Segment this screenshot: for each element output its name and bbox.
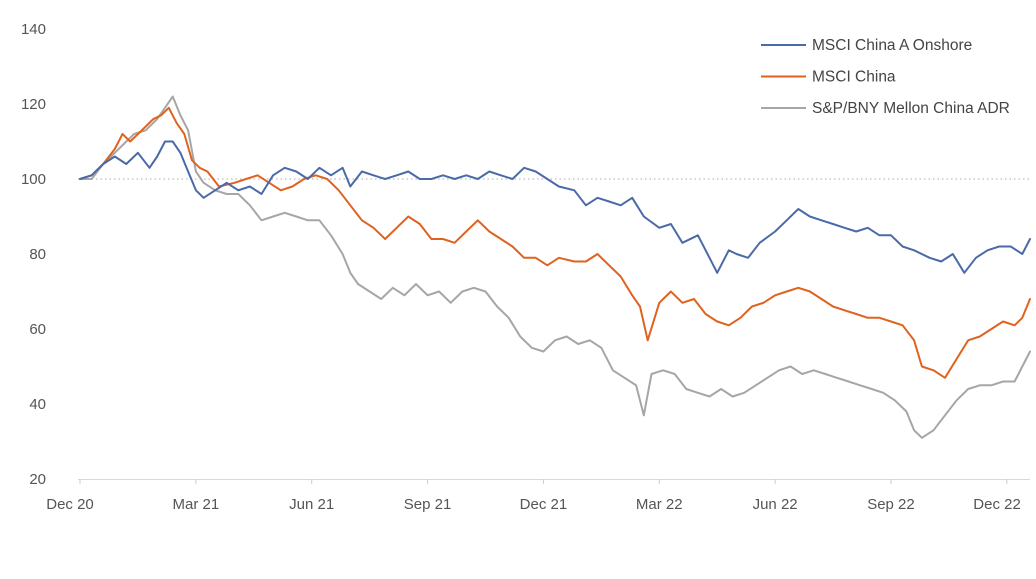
legend-label: MSCI China xyxy=(812,69,896,86)
series-line-1 xyxy=(79,106,1031,379)
x-tick-label: Jun 22 xyxy=(753,496,798,513)
x-tick-label: Mar 22 xyxy=(636,496,683,513)
x-tick-label: Sep 21 xyxy=(404,496,452,513)
series-lines xyxy=(79,95,1031,439)
y-tick-labels: 20 40 60 80 100 120 140 xyxy=(21,21,46,488)
x-tick-label: Dec 20 xyxy=(46,496,94,513)
x-tick-labels: Dec 20 Mar 21 Jun 21 Sep 21 Dec 21 Mar 22 Jun … xyxy=(46,496,1021,513)
y-tick-label: 60 xyxy=(29,321,46,338)
y-tick-label: 100 xyxy=(21,171,46,188)
y-tick-label: 20 xyxy=(29,471,46,488)
y-tick-label: 80 xyxy=(29,246,46,263)
legend: MSCI China A Onshore MSCI China S&P/BNY Me… xyxy=(761,37,1010,117)
y-tick-label: 120 xyxy=(21,96,46,113)
x-tick-label: Jun 21 xyxy=(289,496,334,513)
legend-label: S&P/BNY Mellon China ADR xyxy=(812,100,1010,117)
x-tick-label: Sep 22 xyxy=(867,496,915,513)
y-tick-label: 40 xyxy=(29,396,46,413)
x-tick-marks xyxy=(79,479,1008,484)
x-tick-label: Dec 22 xyxy=(973,496,1021,513)
legend-label: MSCI China A Onshore xyxy=(812,37,972,54)
series-line-2 xyxy=(79,95,1031,439)
series-line-0 xyxy=(79,140,1031,274)
x-tick-label: Mar 21 xyxy=(173,496,220,513)
y-tick-label: 140 xyxy=(21,21,46,38)
x-tick-label: Dec 21 xyxy=(520,496,568,513)
